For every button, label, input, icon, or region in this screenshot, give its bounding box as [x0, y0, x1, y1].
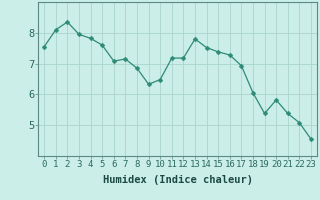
- X-axis label: Humidex (Indice chaleur): Humidex (Indice chaleur): [103, 175, 252, 185]
